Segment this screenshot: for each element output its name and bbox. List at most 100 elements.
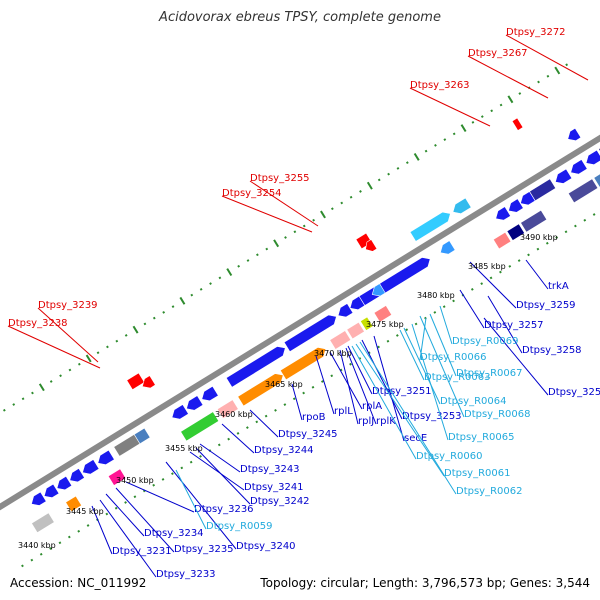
callout-line — [487, 295, 523, 354]
tick-mark — [31, 391, 34, 395]
tick-mark — [114, 506, 118, 510]
gene-shape — [508, 198, 524, 213]
tick-mark — [162, 311, 166, 314]
tick-mark — [133, 495, 137, 499]
tick-mark — [592, 213, 596, 216]
gene-label: Dtpsy_R0063 — [424, 372, 491, 383]
callout-line — [291, 383, 303, 421]
gene-label: Dtpsy_3245 — [278, 429, 338, 440]
tick-mark — [115, 339, 119, 343]
tick-mark — [424, 149, 428, 153]
gene-feature — [567, 178, 599, 204]
gene-feature — [506, 223, 526, 241]
tick-mark — [293, 230, 297, 234]
tick-mark — [564, 230, 568, 234]
gene-feature — [237, 373, 284, 407]
gene-shape — [186, 395, 204, 411]
tick-mark — [433, 311, 437, 314]
gene-label: Dtpsy_3258 — [522, 345, 582, 356]
callout-line — [439, 305, 453, 345]
callout-line — [105, 493, 145, 537]
gene-shape — [567, 178, 599, 204]
tick-mark — [246, 259, 250, 262]
tick-mark — [536, 247, 540, 251]
callout-line — [351, 345, 417, 460]
gene-feature — [133, 427, 151, 445]
gene-label: Dtpsy_3243 — [240, 464, 300, 475]
callout-line — [125, 481, 195, 513]
callout-line — [249, 180, 319, 227]
tick-mark — [330, 207, 334, 211]
tick-mark — [517, 259, 521, 262]
gene-shape — [346, 321, 365, 340]
gene-label: Dtpsy_R0067 — [456, 368, 523, 379]
tick-mark — [96, 351, 100, 355]
gene-feature — [141, 375, 156, 389]
tick-mark — [180, 466, 184, 470]
gene-features — [31, 117, 600, 534]
callout-line — [199, 443, 241, 473]
tick-mark — [58, 541, 62, 545]
gene-label: Dtpsy_3242 — [250, 496, 310, 507]
gene-feature — [529, 178, 557, 202]
gene-label: Dtpsy_3267 — [468, 48, 528, 59]
gene-label: rplJ — [358, 416, 374, 427]
gene-label: Dtpsy_3253 — [402, 411, 462, 422]
callout-line — [195, 447, 251, 505]
kbp-scale-labels: 3440 kbp 3445 kbp 3450 kbp 3455 kbp 3460 kbp… — [18, 233, 558, 550]
tick-mark — [320, 210, 326, 219]
tick-mark — [171, 472, 174, 476]
tick-mark — [152, 316, 156, 320]
gene-feature — [97, 449, 115, 466]
accession-text: Accession: NC_011992 — [10, 576, 147, 590]
tick-mark — [443, 138, 447, 141]
gene-feature — [31, 491, 47, 506]
gene-shape — [225, 346, 286, 388]
gene-shape — [43, 483, 60, 498]
gene-label: Dtpsy_3235 — [174, 544, 234, 555]
gene-feature — [365, 239, 378, 252]
gene-shape — [452, 197, 472, 214]
gene-feature — [171, 404, 189, 420]
tick-mark — [217, 443, 221, 447]
tick-mark — [199, 287, 203, 291]
tick-mark — [21, 397, 25, 401]
tick-mark — [67, 535, 71, 539]
callout-line — [505, 34, 589, 81]
tick-mark — [132, 325, 139, 334]
tick-mark — [284, 236, 287, 239]
gene-shape — [69, 467, 85, 483]
kbp-label: 3465 kbp — [265, 380, 303, 389]
gene-feature — [585, 149, 600, 166]
gene-shape — [201, 385, 219, 402]
tick-mark — [387, 172, 390, 176]
tick-mark — [471, 120, 475, 124]
callout-line — [359, 341, 457, 495]
gene-shape — [97, 449, 115, 466]
tick-mark — [179, 296, 186, 305]
tick-mark — [2, 408, 6, 412]
tick-mark — [85, 354, 92, 363]
tick-mark — [507, 95, 514, 104]
gene-shape — [133, 427, 151, 445]
tick-mark — [12, 403, 16, 406]
kbp-label: 3460 kbp — [215, 410, 253, 419]
gene-shape — [126, 372, 145, 391]
gene-shape — [371, 283, 386, 297]
gene-feature — [216, 399, 239, 419]
tick-mark — [499, 270, 502, 274]
tick-mark — [292, 397, 296, 401]
tick-mark — [377, 178, 381, 182]
tick-mark — [199, 455, 202, 458]
gene-shape — [180, 411, 220, 442]
tick-mark — [554, 66, 561, 75]
gene-shape — [337, 303, 354, 318]
gene-feature — [511, 117, 524, 131]
kbp-label: 3455 kbp — [165, 444, 203, 453]
callout-line — [411, 323, 449, 441]
gene-shape — [141, 375, 156, 389]
callout-line — [467, 55, 549, 99]
tick-mark — [59, 374, 62, 378]
callout-line — [115, 487, 175, 553]
gene-shape — [171, 404, 189, 420]
